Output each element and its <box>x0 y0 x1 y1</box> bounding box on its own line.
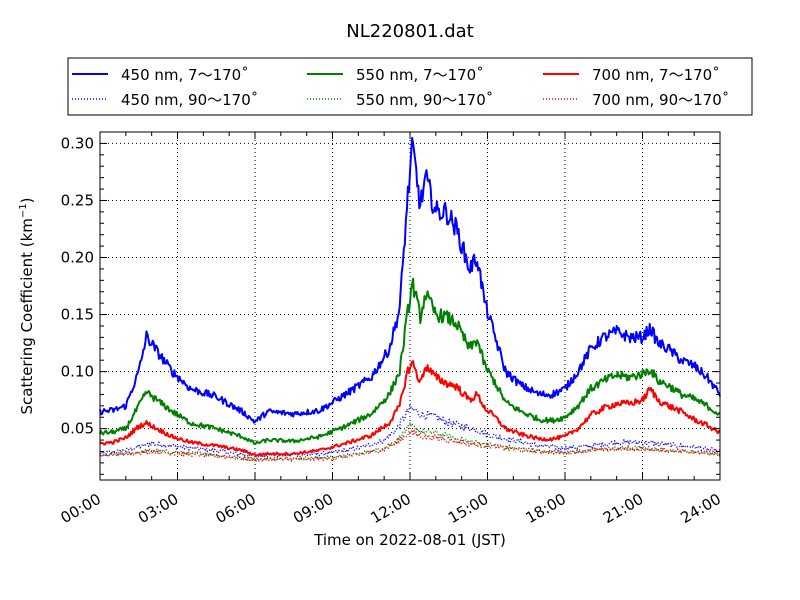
y-tick-label: 0.30 <box>61 134 94 152</box>
x-tick-label: 00:00 <box>58 490 104 527</box>
x-tick-label: 12:00 <box>368 490 414 527</box>
grid <box>100 132 720 480</box>
y-tick-label: 0.05 <box>61 420 94 438</box>
series-line-550nm-7-170 <box>99 277 721 445</box>
x-tick-label: 24:00 <box>678 490 724 527</box>
y-tick-label: 0.25 <box>61 191 94 209</box>
legend-box <box>67 57 753 116</box>
y-axis-label-sup: −1 <box>18 203 29 218</box>
plot-lines <box>99 136 721 462</box>
x-tick-label: 06:00 <box>213 490 259 527</box>
x-axis-label: Time on 2022-08-01 (JST) <box>313 531 506 549</box>
ticks: 00:00 03:00 06:00 09:00 12:00 15:00 18:00 21:00… <box>58 132 724 527</box>
chart-title: NL220801.dat <box>346 21 473 42</box>
series-line-700nm-90-170 <box>99 429 721 462</box>
legend-label: 550 nm, 7～170˚ <box>356 66 484 84</box>
y-tick-label: 0.10 <box>61 363 94 381</box>
x-tick-label: 21:00 <box>600 490 646 527</box>
y-tick-label: 0.20 <box>61 249 94 267</box>
legend: 450 nm, 7～170˚ 550 nm, 7～170˚ 700 nm, 7～17… <box>67 57 753 116</box>
series-line-450nm-7-170 <box>99 136 721 424</box>
legend-label: 550 nm, 90～170˚ <box>356 91 493 109</box>
y-axis-label: Scattering Coefficient (km−1) <box>18 197 36 414</box>
x-tick-label: 03:00 <box>135 490 181 527</box>
x-tick-label: 09:00 <box>290 490 336 527</box>
legend-label: 700 nm, 90～170˚ <box>592 91 729 109</box>
x-tick-label: 18:00 <box>523 490 569 527</box>
legend-label: 700 nm, 7～170˚ <box>592 66 720 84</box>
y-tick-label: 0.15 <box>61 306 94 324</box>
x-tick-label: 15:00 <box>445 490 491 527</box>
y-axis-label-main: Scattering Coefficient (km <box>18 218 36 414</box>
legend-label: 450 nm, 90～170˚ <box>121 91 258 109</box>
series-line-700nm-7-170 <box>99 360 721 457</box>
legend-label: 450 nm, 7～170˚ <box>121 66 249 84</box>
y-axis-label-close: ) <box>18 197 36 203</box>
